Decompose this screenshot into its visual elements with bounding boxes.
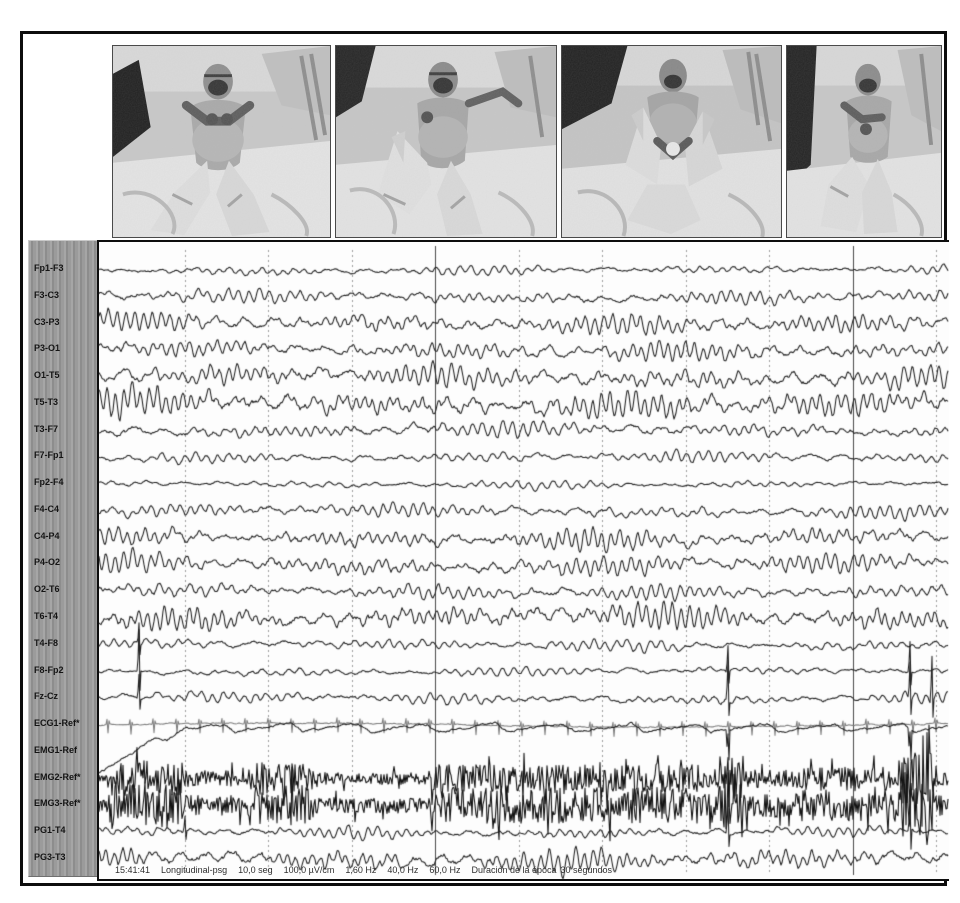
channel-label-p3-o1[interactable]: P3-O1 xyxy=(34,343,61,354)
patient-photo-2 xyxy=(336,46,556,237)
status-sensitivity: 100,0 µV/cm xyxy=(283,865,335,875)
channel-label-fz-cz[interactable]: Fz-Cz xyxy=(34,691,58,702)
video-frame-4[interactable] xyxy=(786,45,942,238)
patient-photo-4 xyxy=(787,46,941,237)
channel-label-t3-f7[interactable]: T3-F7 xyxy=(34,423,59,434)
status-notch-filter: 60,0 Hz xyxy=(429,865,461,875)
channel-label-f3-c3[interactable]: F3-C3 xyxy=(34,289,60,300)
channel-label-t5-t3[interactable]: T5-T3 xyxy=(34,396,59,407)
channel-label-o1-t5[interactable]: O1-T5 xyxy=(34,370,60,381)
status-high-filter: 40,0 Hz xyxy=(387,865,419,875)
status-epoch-value: 30 segundos xyxy=(560,865,613,875)
channel-label-emg2-ref-[interactable]: EMG2-Ref* xyxy=(34,771,81,782)
channel-label-t6-t4[interactable]: T6-T4 xyxy=(34,611,59,621)
channel-label-emg3-ref-[interactable]: EMG3-Ref* xyxy=(34,798,81,809)
status-time: 15:41:41 xyxy=(115,865,151,875)
channel-label-p4-o2[interactable]: P4-O2 xyxy=(34,557,61,568)
channel-label-ecg1-ref-[interactable]: ECG1-Ref* xyxy=(34,718,80,729)
video-frame-2[interactable] xyxy=(335,45,557,238)
video-frame-3[interactable] xyxy=(561,45,782,238)
patient-photo-3 xyxy=(562,46,781,237)
channel-label-pg1-t4[interactable]: PG1-T4 xyxy=(34,825,66,836)
channel-label-t4-f8[interactable]: T4-F8 xyxy=(34,637,59,648)
channel-label-c3-p3[interactable]: C3-P3 xyxy=(34,316,60,327)
status-low-filter: 1,60 Hz xyxy=(345,865,377,875)
eeg-traces-canvas[interactable] xyxy=(99,242,949,879)
channel-label-emg1-ref[interactable]: EMG1-Ref xyxy=(34,744,78,755)
status-montage: Longitudinal-psg xyxy=(161,865,228,875)
status-epoch-label: Duración de la época xyxy=(471,865,557,875)
video-frame-strip xyxy=(112,45,942,238)
channel-label-f8-fp2[interactable]: F8-Fp2 xyxy=(34,664,64,675)
channel-label-f4-c4[interactable]: F4-C4 xyxy=(34,503,60,514)
status-page-duration: 10,0 seg xyxy=(238,865,273,875)
channel-label-pg3-t3[interactable]: PG3-T3 xyxy=(34,851,66,862)
window-frame: Fp1-F3 F3-C3 C3-P3 P3-O1 O1-T5 T5-T3 T3-F7 F7-F… xyxy=(20,31,949,886)
status-bar: 15:41:41 Longitudinal-psg 10,0 seg 100,0 µV… xyxy=(115,865,935,878)
channel-label-f7-fp1[interactable]: F7-Fp1 xyxy=(34,450,64,461)
channel-label-fp2-f4[interactable]: Fp2-F4 xyxy=(34,477,64,488)
video-frame-1[interactable] xyxy=(112,45,331,238)
patient-photo-1 xyxy=(113,46,330,237)
channel-label-column: Fp1-F3 F3-C3 C3-P3 P3-O1 O1-T5 T5-T3 T3-F7 F7-F… xyxy=(28,240,97,877)
trace-area: 15:41:41 Longitudinal-psg 10,0 seg 100,0 µV… xyxy=(97,240,949,881)
channel-label-o2-t6[interactable]: O2-T6 xyxy=(34,584,60,595)
channel-label-c4-p4[interactable]: C4-P4 xyxy=(34,530,60,541)
channel-label-fp1-f3[interactable]: Fp1-F3 xyxy=(34,263,64,273)
